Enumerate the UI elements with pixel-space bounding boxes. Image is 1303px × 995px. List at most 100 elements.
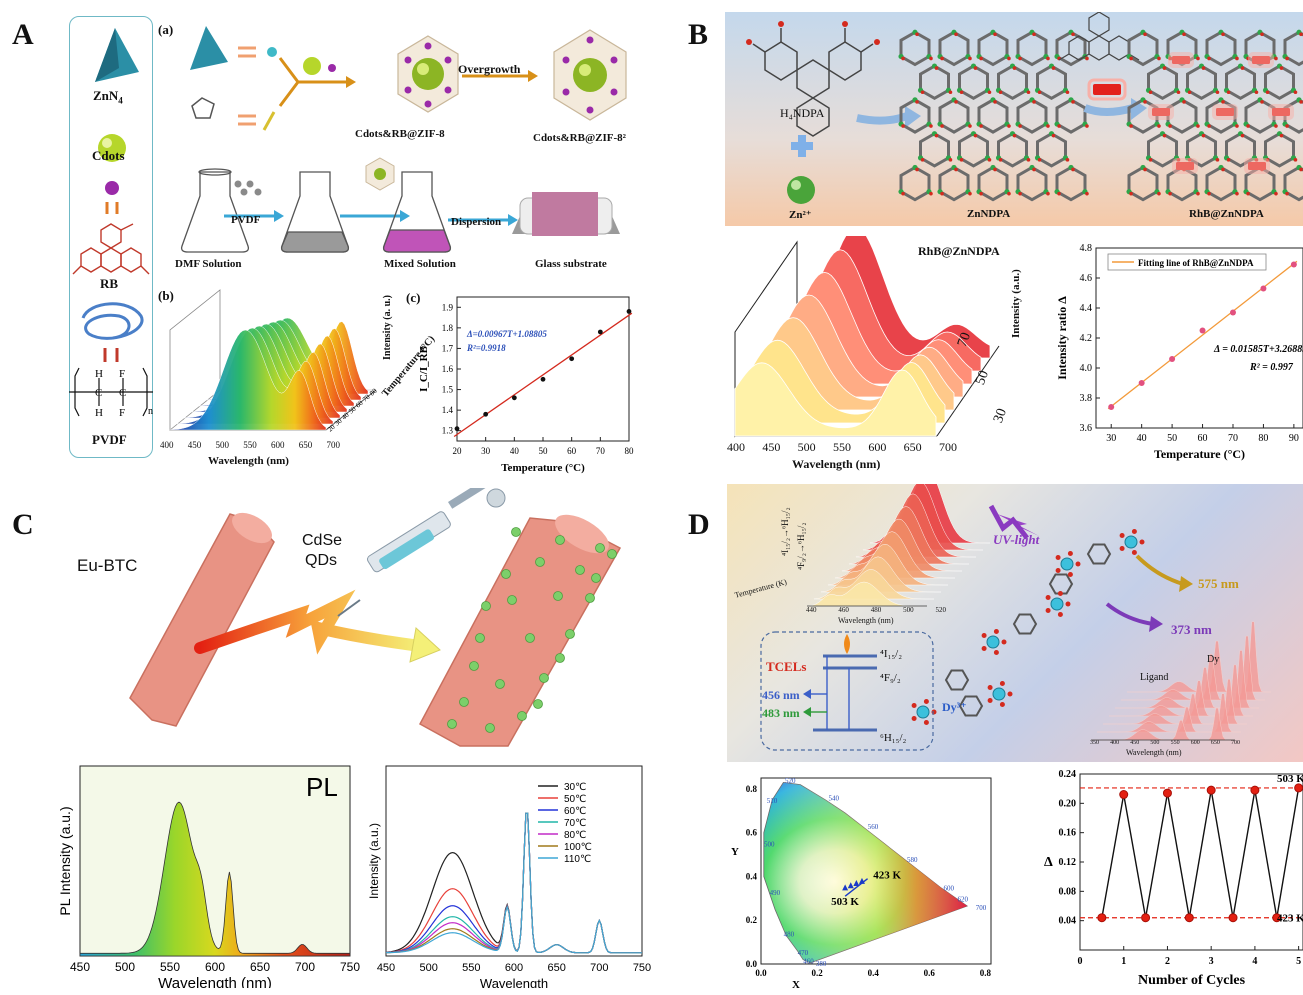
mof-node-o xyxy=(1013,66,1017,70)
pvdf-n: n xyxy=(148,406,153,417)
label-eu-btc: Eu-BTC xyxy=(77,556,137,576)
qd-dot xyxy=(586,594,595,603)
mof-node-o xyxy=(1032,168,1036,172)
x-tick-label: 70 xyxy=(1228,433,1238,444)
mof-node-o xyxy=(1274,192,1278,196)
temp-legend-label: 50℃ xyxy=(564,794,586,805)
qd-dot xyxy=(534,700,543,709)
temp-xtick: 500 xyxy=(419,962,437,974)
oxygen-atom xyxy=(1058,591,1063,596)
cie-wavelength-label: 520 xyxy=(785,777,796,785)
cycles-ytick-label: 0.16 xyxy=(1059,828,1077,839)
mof-node-o xyxy=(1066,158,1070,162)
eu-btc-rod-2 xyxy=(420,507,620,746)
oxygen-atom xyxy=(988,685,993,690)
mof-node-o xyxy=(999,158,1003,162)
mof-node-o xyxy=(1274,57,1278,61)
label-uv: UV-light xyxy=(993,532,1039,548)
mof-ring xyxy=(1129,32,1157,64)
label-dispersion: Dispersion xyxy=(451,216,501,228)
mof-node-o xyxy=(960,90,964,94)
rhodamine-structure-icon xyxy=(73,224,149,274)
cie-wavelength-label: 580 xyxy=(907,856,918,864)
mof-node-o xyxy=(1260,32,1264,36)
temp-legend-label: 60℃ xyxy=(564,806,586,817)
panel-c-scheme xyxy=(60,488,660,750)
mof-node-o xyxy=(1046,124,1050,128)
cycles-ytick-label: 0.08 xyxy=(1059,886,1077,897)
mof-node-o xyxy=(1038,158,1042,162)
waterfall-a-xtick: 700 xyxy=(327,440,341,454)
y-tick-label: 1.4 xyxy=(442,405,454,415)
temp-xtick: 700 xyxy=(590,962,608,974)
label-373: 373 nm xyxy=(1171,622,1212,638)
mini-crystal xyxy=(366,158,394,190)
oxygen-atom xyxy=(1056,555,1061,560)
inset2-xtick: 500 xyxy=(1150,740,1159,750)
temp-legend-label: 30℃ xyxy=(564,782,586,793)
cie-ytick: 0.8 xyxy=(746,784,758,794)
cie-wavelength-label: 500 xyxy=(764,841,775,849)
chart-pl-temperature: 30℃50℃60℃70℃80℃100℃110℃450 500 550 600 650 70… xyxy=(362,758,652,988)
qd-dot xyxy=(536,558,545,567)
temp-xtick: 450 xyxy=(377,962,395,974)
waterfall-a-xtick: 400 xyxy=(160,440,174,454)
mof-node-o xyxy=(1299,168,1303,172)
x-tick-label: 60 xyxy=(1198,433,1208,444)
mof-node-o xyxy=(1057,192,1061,196)
plot-frame xyxy=(457,297,629,441)
mof-node-o xyxy=(1196,57,1200,61)
mof-node-o xyxy=(1129,124,1133,128)
mof-node-o xyxy=(1052,134,1056,138)
oxygen-atom xyxy=(924,699,929,704)
data-point xyxy=(1108,404,1114,410)
label-glass: Glass substrate xyxy=(535,258,607,270)
inset2-xtick: 550 xyxy=(1171,740,1180,750)
cie-xtick: 0.0 xyxy=(755,968,767,978)
x-tick-label: 80 xyxy=(625,446,635,456)
synthesis-scheme xyxy=(180,20,640,280)
mof-ring xyxy=(1038,66,1066,98)
eu-btc-rod-1 xyxy=(130,507,277,726)
cycles-ytick-label: 0.20 xyxy=(1059,798,1077,809)
mof-ring xyxy=(1266,66,1294,98)
mof-node-o xyxy=(1182,100,1186,104)
mof-node-o xyxy=(1285,192,1289,196)
mof-node-o xyxy=(1013,134,1017,138)
mof-node-o xyxy=(1163,134,1167,138)
x-tick-label: 50 xyxy=(539,446,549,456)
oxygen-atom xyxy=(932,710,937,715)
pvdf-f-bottom: F xyxy=(119,407,125,419)
oxygen-atom xyxy=(1002,640,1007,645)
legend-text: Fitting line of RhB@ZnNDPA xyxy=(1138,258,1254,268)
cycles-xtick-label: 4 xyxy=(1252,956,1257,967)
data-point xyxy=(598,330,603,335)
mof-node-o xyxy=(968,192,972,196)
mof-node-o xyxy=(1157,57,1161,61)
pl-xtick: 550 xyxy=(160,960,180,974)
mof-node-o xyxy=(1032,100,1036,104)
waterfall-b-xtick: 500 xyxy=(798,440,816,456)
inset1-curve xyxy=(807,582,927,606)
label-dy-peak: Dy xyxy=(1207,654,1219,665)
mof-node-o xyxy=(1207,192,1211,196)
mof-ring xyxy=(979,32,1007,64)
waterfall-b-ztick: 30 xyxy=(991,407,1011,426)
mof-ring xyxy=(1266,134,1294,166)
dy-coordination-chain xyxy=(912,529,1145,725)
label-dmf: DMF Solution xyxy=(175,258,242,270)
inset1-xticks: 440 460 480 500 520 xyxy=(806,606,946,616)
y-tick-label: 1.7 xyxy=(442,343,454,353)
mof-ring xyxy=(1129,168,1157,200)
inset1-xlabel: Wavelength (nm) xyxy=(838,616,894,625)
waterfall-a-ztick: 80 xyxy=(368,387,379,398)
mof-node-o xyxy=(1221,168,1225,172)
pl-xtick: 700 xyxy=(295,960,315,974)
rhb-glow xyxy=(1172,158,1198,174)
mof-ring xyxy=(1227,66,1255,98)
x-tick-label: 30 xyxy=(481,446,491,456)
mof-node-o xyxy=(921,90,925,94)
data-point xyxy=(455,426,460,431)
mof-node-o xyxy=(915,168,919,172)
inset1-transition1: ⁴I₁₅/₂→⁶H₁₅/₂ xyxy=(780,507,790,556)
